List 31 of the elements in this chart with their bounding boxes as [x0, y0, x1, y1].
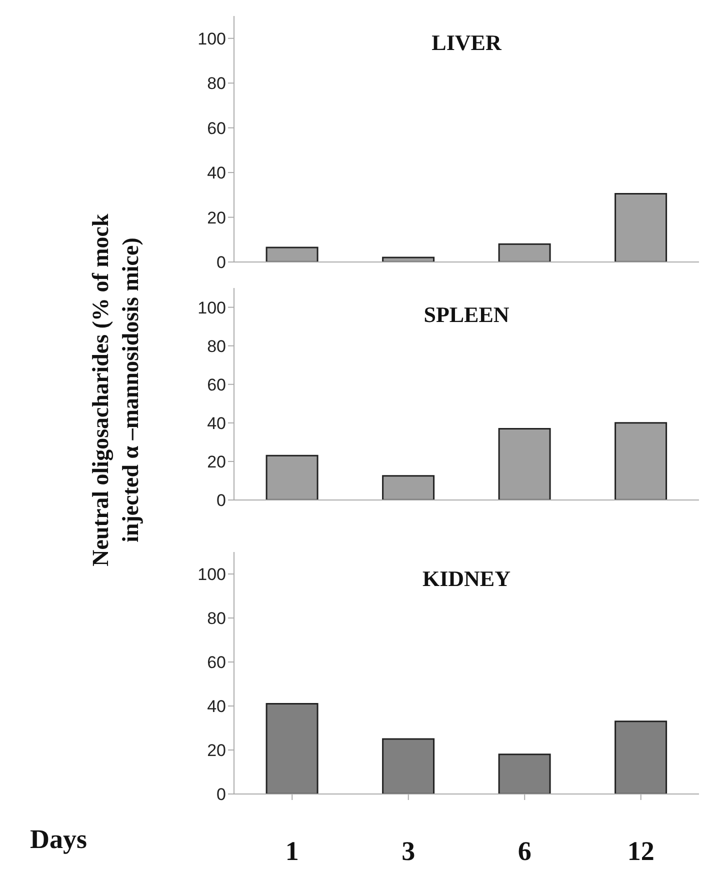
y-tick-label: 40 [207, 697, 226, 716]
x-tick-label: 6 [518, 836, 532, 866]
y-tick-label: 40 [207, 164, 226, 183]
y-tick-label: 20 [207, 208, 226, 228]
x-axis-title: Days [30, 824, 88, 855]
y-tick-label: 80 [207, 336, 226, 356]
bar [498, 754, 551, 794]
y-tick-label: 20 [207, 741, 226, 760]
y-tick-label: 60 [207, 653, 226, 672]
y-tick-label: 0 [216, 253, 226, 272]
text: LIVER [430, 30, 503, 56]
y-tick-label: 80 [207, 609, 226, 628]
text: KIDNEY [421, 566, 512, 592]
y-axis-title: Neutral oligosacharides (% of mock injected α –mannosidosis mice) [87, 212, 144, 568]
y-tick-label: 0 [216, 491, 226, 510]
y-tick-label: 100 [198, 565, 226, 584]
y-tick-label: 0 [216, 785, 226, 804]
y-tick-label: 100 [198, 298, 226, 318]
y-tick-label: 100 [198, 29, 226, 48]
text: SPLEEN [422, 302, 510, 328]
x-tick-label: 3 [402, 836, 416, 866]
bar [614, 720, 668, 794]
x-tick-label: 1 [285, 836, 299, 866]
bar [266, 703, 318, 794]
y-tick-label: 60 [207, 375, 226, 394]
y-tick-label: 80 [207, 74, 226, 94]
y-tick-label: 40 [207, 414, 226, 433]
y-tick-label: 60 [207, 118, 226, 138]
bar [382, 738, 435, 794]
x-tick-label: 12 [627, 836, 654, 866]
y-tick-label: 20 [207, 452, 226, 472]
